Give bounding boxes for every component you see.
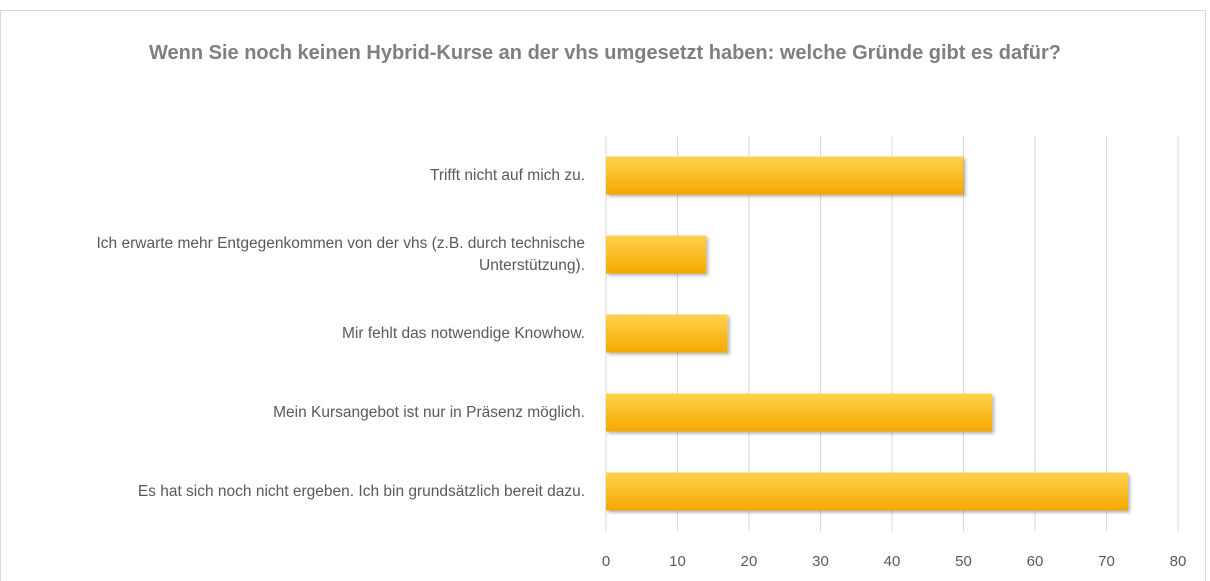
bar — [606, 235, 707, 274]
bar — [606, 472, 1128, 511]
x-tick-label: 30 — [812, 553, 829, 570]
x-tick-label: 40 — [884, 553, 901, 570]
x-tick-label: 70 — [1098, 553, 1115, 570]
y-tick-label: Mein Kursangebot ist nur in Präsenz mögl… — [273, 403, 585, 421]
x-tick-label: 60 — [1027, 553, 1044, 570]
x-tick-label: 80 — [1170, 553, 1187, 570]
x-tick-label: 10 — [669, 553, 686, 570]
bar — [606, 156, 964, 195]
bar — [606, 393, 993, 432]
x-tick-label: 20 — [741, 553, 758, 570]
y-tick-label: Ich erwarte mehr Entgegenkommen von der … — [96, 234, 586, 274]
chart-title: Wenn Sie noch keinen Hybrid-Kurse an der… — [148, 42, 1062, 64]
y-tick-label: Es hat sich noch nicht ergeben. Ich bin … — [137, 482, 585, 500]
x-tick-label: 50 — [955, 553, 972, 570]
y-tick-label: Trifft nicht auf mich zu. — [429, 166, 585, 184]
x-tick-label: 0 — [602, 553, 610, 570]
y-tick-label: Mir fehlt das notwendige Knowhow. — [342, 324, 585, 342]
chart-border — [0, 10, 1206, 581]
bar — [606, 314, 728, 353]
